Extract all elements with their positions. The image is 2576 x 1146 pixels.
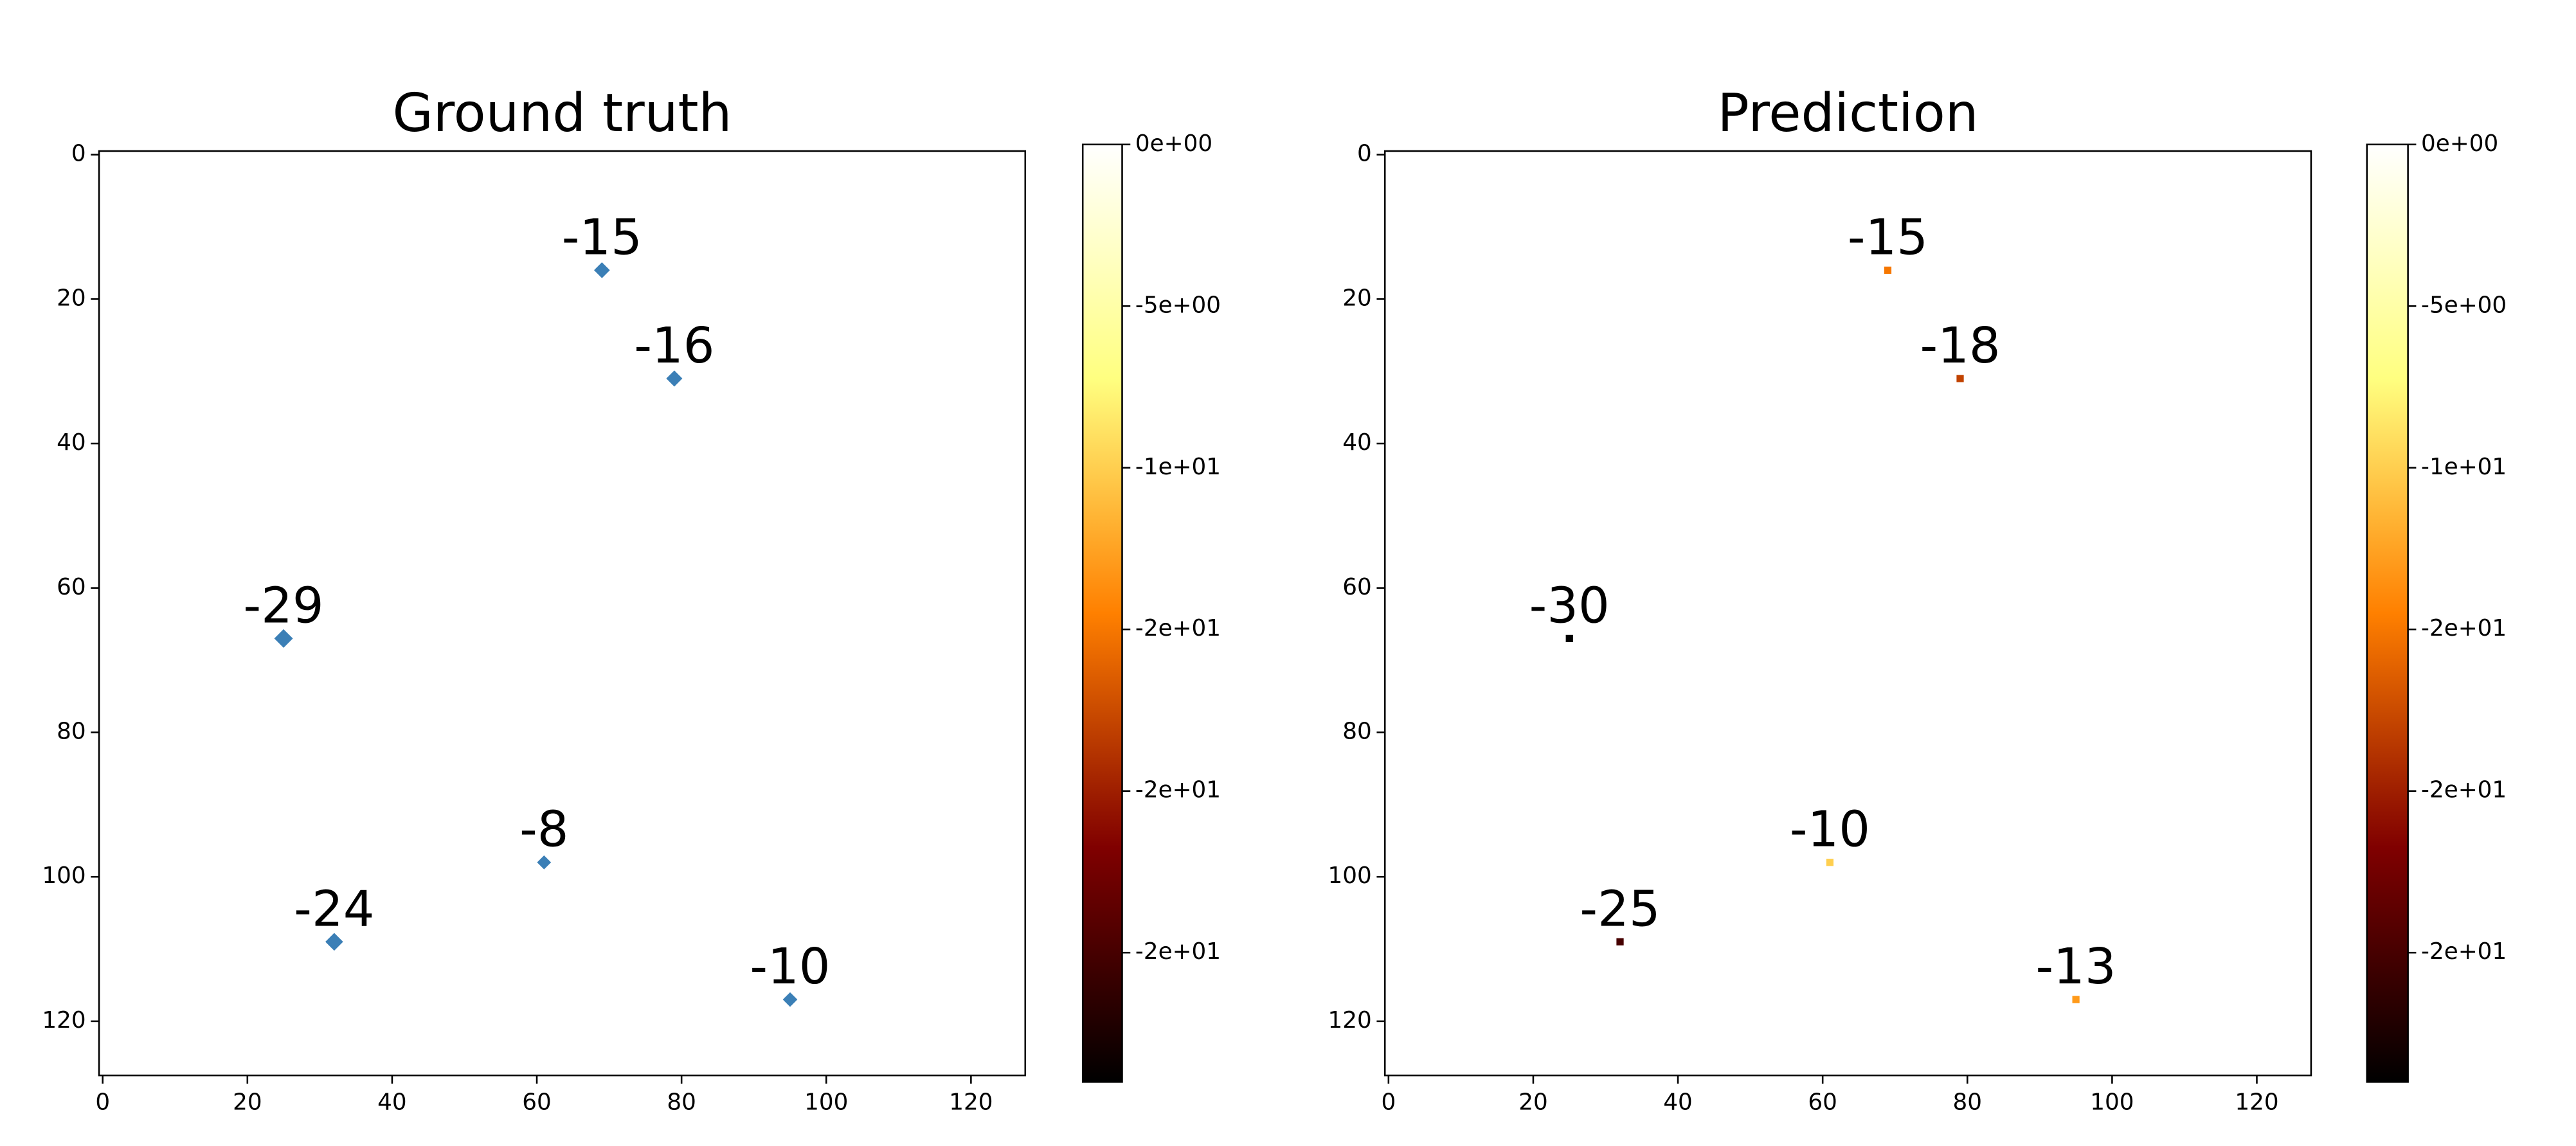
point (1616, 938, 1624, 945)
colorbar-tick-label: -2e+01 (1135, 615, 1221, 641)
y-tick-label: 100 (42, 863, 86, 889)
colorbar (1081, 143, 1123, 1083)
y-tick-label: 0 (1357, 141, 1372, 167)
colorbar-tick-label: -1e+01 (1135, 454, 1221, 480)
colorbar (2366, 143, 2409, 1083)
point (782, 992, 798, 1007)
point-label: -15 (1848, 209, 1928, 266)
point-label: -29 (244, 577, 324, 634)
y-tick-label: 120 (1328, 1007, 1372, 1034)
point (593, 262, 610, 278)
x-tick-label: 60 (522, 1089, 552, 1116)
y-tick-label: 20 (57, 285, 86, 311)
colorbar-tick-label: -2e+01 (2421, 777, 2507, 803)
x-tick-label: 100 (2090, 1089, 2134, 1116)
point-label: -25 (1580, 881, 1660, 938)
point-label: -8 (519, 801, 568, 859)
x-tick-label: 40 (1663, 1089, 1692, 1116)
x-tick-label: 120 (2235, 1089, 2278, 1116)
x-tick-label: 100 (804, 1089, 848, 1116)
point-label: -16 (634, 318, 714, 375)
colorbar-tick-label: -2e+01 (2421, 938, 2507, 965)
x-tick-label: 0 (1381, 1089, 1396, 1116)
colorbar-tick-label: 0e+00 (1135, 130, 1212, 157)
colorbar-tick-label: -1e+01 (2421, 454, 2507, 480)
y-tick-label: 40 (57, 429, 86, 456)
colorbar-tick-label: -2e+01 (1135, 777, 1221, 803)
y-tick-label: 120 (42, 1007, 86, 1034)
y-tick-label: 20 (1342, 285, 1372, 311)
y-tick-label: 0 (71, 141, 86, 167)
point (1565, 634, 1573, 643)
point-label: -18 (1920, 318, 2000, 375)
x-tick-label: 40 (377, 1089, 407, 1116)
point (274, 629, 293, 648)
point (537, 855, 552, 870)
y-tick-label: 40 (1342, 429, 1372, 456)
x-tick-label: 80 (1953, 1089, 1983, 1116)
x-tick-label: 120 (949, 1089, 993, 1116)
y-tick-label: 100 (1328, 863, 1372, 889)
point (1826, 859, 1834, 866)
y-tick-label: 80 (1342, 718, 1372, 744)
colorbar-tick-label: -5e+00 (1135, 292, 1221, 318)
chart-title: Ground truth (392, 83, 732, 144)
colorbar-tick-label: 0e+00 (2421, 130, 2498, 157)
x-tick-label: 60 (1808, 1089, 1837, 1116)
x-tick-label: 80 (667, 1089, 696, 1116)
colorbar-tick-label: -2e+01 (2421, 615, 2507, 641)
point-label: -15 (562, 209, 642, 266)
point (666, 370, 683, 387)
point (1884, 266, 1892, 274)
colorbar-tick-label: -5e+00 (2421, 292, 2507, 318)
point-label: -13 (2036, 938, 2116, 996)
axes-frame (1383, 150, 2312, 1077)
x-tick-label: 20 (1518, 1089, 1548, 1116)
axes-frame (98, 150, 1027, 1077)
point-label: -10 (1790, 801, 1870, 859)
point (2072, 996, 2080, 1003)
chart-title: Prediction (1718, 83, 1979, 144)
point (1956, 375, 1964, 382)
point-label: -10 (750, 938, 830, 996)
x-tick-label: 0 (95, 1089, 110, 1116)
x-tick-label: 20 (233, 1089, 262, 1116)
colorbar-tick-label: -2e+01 (1135, 938, 1221, 965)
y-tick-label: 60 (57, 574, 86, 600)
point (325, 933, 343, 951)
point-label: -30 (1529, 577, 1610, 634)
y-tick-label: 80 (57, 718, 86, 744)
point-label: -24 (294, 881, 374, 938)
y-tick-label: 60 (1342, 574, 1372, 600)
